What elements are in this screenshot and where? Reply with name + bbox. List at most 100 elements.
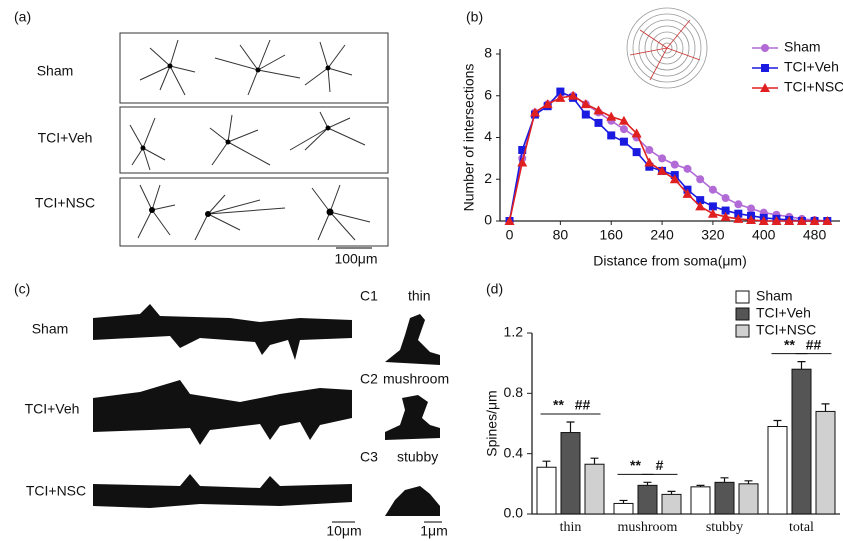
marker [721,194,730,203]
x-tick-label: 80 [553,227,569,243]
marker [771,216,782,225]
x-tick-label: 0 [506,227,514,243]
type-name: stubby [397,449,438,465]
marker [696,196,705,205]
marker [669,174,680,184]
marker [518,146,527,155]
marker [555,92,566,102]
marker [822,216,833,225]
marker [734,209,743,218]
marker [594,118,603,127]
x-tick-label: thin [560,520,582,535]
marker [796,216,807,225]
x-tick-label: 400 [752,227,776,243]
marker [619,125,628,134]
bar [584,463,605,515]
y-tick-label: 0 [484,212,492,228]
marker [708,185,717,194]
error-bar [590,457,599,465]
bar [767,426,788,515]
y-tick-label: 0.8 [504,384,524,400]
type-name: thin [408,288,431,304]
marker [618,115,629,125]
scale-label: 1μm [420,523,448,539]
row-label: TCI+Veh [38,130,93,146]
x-tick-label: stubby [706,520,743,535]
error-bar [566,421,575,433]
bar [714,481,735,515]
marker [720,211,731,221]
marker [631,128,642,138]
legend-label: Sham [756,288,793,304]
marker [593,105,604,115]
marker [695,201,706,211]
error-bar [619,499,628,504]
legend-label: TCI+NSC [756,322,816,338]
error-bar [542,460,551,468]
image-frame [119,177,389,247]
scale-label: 10μm [326,523,361,539]
marker [556,87,565,96]
scale-label: 100μm [334,251,377,267]
soma [140,63,334,217]
marker [607,131,616,140]
marker [645,146,654,155]
row-label: TCI+NSC [26,483,86,499]
row-label: Sham [32,321,69,337]
legend-label: TCI+Veh [756,305,811,321]
error-bar [821,403,830,412]
marker [542,99,553,109]
marker [606,111,617,121]
marker [707,208,718,218]
marker [708,202,717,211]
marker [747,204,756,213]
marker [657,165,668,175]
marker [580,99,591,109]
x-tick-label: total [789,520,814,535]
x-tick-label: 320 [701,227,725,243]
marker [619,137,628,146]
bar [560,432,581,515]
marker [761,64,769,72]
legend-label: TCI+Veh [784,59,839,75]
bar [815,410,836,515]
legend-swatch [735,324,750,338]
x-axis-label: Distance from soma(μm) [593,253,747,269]
significance-label: ** [784,336,795,352]
marker [645,162,654,171]
marker [683,164,692,173]
legend-label: Sham [784,39,821,55]
marker [568,90,579,100]
error-bar [797,361,806,370]
series-line [508,92,828,222]
marker [632,148,641,157]
bar [637,484,658,515]
dendrite-images [93,304,440,516]
marker [721,206,730,215]
y-tick-label: 2 [484,170,492,186]
y-tick-label: 0.0 [504,505,524,521]
marker [581,110,590,119]
error-bar [643,481,652,486]
type-name: mushroom [383,371,449,387]
marker [696,175,705,184]
legend-swatch [735,290,750,304]
y-tick-label: 8 [484,45,492,61]
panel-label: (d) [486,281,503,297]
sholl-inset [626,7,708,89]
panel-label: (b) [466,9,483,25]
significance-label: ** [553,397,564,413]
marker [746,214,757,224]
marker [504,216,515,225]
y-axis-label: Number of intersections [461,64,477,212]
series-line [508,94,828,222]
bar [690,486,711,515]
panel-label: (c) [14,281,30,297]
error-bar [773,419,782,427]
marker [658,154,667,163]
bar [613,502,634,515]
significance-label: # [656,457,664,473]
y-axis-label: Spines/μm [484,390,500,456]
legend-label: TCI+NSC [784,79,843,95]
